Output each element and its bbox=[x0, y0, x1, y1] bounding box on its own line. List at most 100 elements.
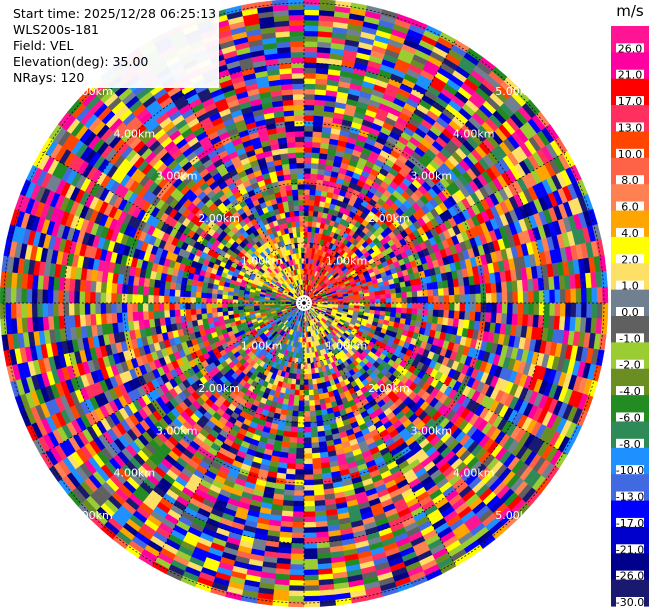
velocity-gate bbox=[309, 410, 317, 417]
velocity-gate bbox=[303, 395, 310, 402]
velocity-gate bbox=[438, 295, 445, 304]
velocity-gate bbox=[296, 426, 305, 433]
velocity-gate bbox=[211, 307, 218, 313]
velocity-gate bbox=[364, 302, 371, 307]
velocity-gate bbox=[496, 292, 503, 304]
velocity-gate bbox=[227, 302, 233, 308]
velocity-gate bbox=[303, 236, 308, 243]
velocity-gate bbox=[297, 421, 305, 428]
velocity-gate bbox=[375, 302, 381, 308]
velocity-gate bbox=[289, 569, 305, 576]
velocity-gate bbox=[303, 30, 319, 37]
velocity-gate bbox=[591, 287, 598, 304]
velocity-gate bbox=[169, 309, 176, 318]
velocity-gate bbox=[448, 310, 455, 320]
velocity-gate bbox=[288, 585, 305, 592]
velocity-gate bbox=[303, 553, 318, 560]
velocity-gate bbox=[417, 296, 424, 304]
velocity-gate bbox=[384, 289, 392, 295]
velocity-gate bbox=[303, 88, 316, 95]
velocity-gate bbox=[364, 299, 371, 304]
velocity-gate bbox=[427, 302, 434, 311]
velocity-gate bbox=[287, 447, 297, 454]
velocity-gate bbox=[296, 442, 305, 449]
velocity-gate bbox=[533, 302, 540, 316]
velocity-gate bbox=[303, 51, 318, 58]
velocity-gate bbox=[303, 558, 318, 565]
velocity-gate bbox=[289, 574, 305, 581]
velocity-gate bbox=[312, 131, 323, 138]
velocity-gate bbox=[303, 595, 320, 602]
velocity-gate bbox=[554, 302, 561, 317]
velocity-gate bbox=[464, 302, 471, 312]
velocity-gate bbox=[401, 297, 408, 304]
velocity-gate bbox=[314, 88, 327, 96]
velocity-gate bbox=[459, 302, 466, 312]
velocity-gate bbox=[303, 506, 316, 513]
velocity-gate bbox=[137, 311, 144, 321]
velocity-gate bbox=[485, 292, 492, 304]
velocity-gate bbox=[453, 286, 461, 296]
velocity-gate bbox=[522, 302, 529, 316]
velocity-gate bbox=[190, 314, 198, 322]
velocity-gate bbox=[303, 484, 315, 491]
velocity-gate bbox=[303, 194, 310, 201]
velocity-gate bbox=[438, 302, 445, 311]
velocity-gate bbox=[308, 205, 315, 212]
velocity-gate bbox=[464, 311, 471, 321]
velocity-gate bbox=[312, 125, 323, 133]
velocity-gate bbox=[432, 288, 439, 297]
velocity-gate bbox=[311, 378, 318, 385]
velocity-gate bbox=[286, 463, 296, 470]
velocity-gate bbox=[443, 302, 450, 311]
velocity-gate bbox=[313, 494, 325, 502]
velocity-gate bbox=[495, 312, 503, 324]
velocity-gate bbox=[295, 373, 301, 380]
velocity-gate bbox=[401, 302, 408, 309]
velocity-gate bbox=[311, 141, 322, 149]
velocity-gate bbox=[309, 194, 316, 201]
velocity-gate bbox=[309, 189, 317, 196]
velocity-gate bbox=[291, 410, 299, 417]
velocity-gate bbox=[311, 442, 320, 449]
velocity-gate bbox=[396, 297, 403, 304]
velocity-gate bbox=[565, 288, 572, 304]
velocity-gate bbox=[511, 313, 519, 326]
velocity-gate bbox=[303, 601, 321, 608]
velocity-gate bbox=[248, 305, 255, 310]
velocity-gate bbox=[303, 125, 314, 132]
velocity-gate bbox=[303, 527, 317, 534]
velocity-gate bbox=[315, 189, 323, 197]
velocity-gate bbox=[201, 312, 208, 320]
velocity-gate bbox=[285, 468, 296, 475]
velocity-gate bbox=[293, 484, 305, 491]
velocity-gate bbox=[443, 287, 450, 296]
velocity-gate bbox=[303, 474, 314, 481]
velocity-gate bbox=[291, 537, 305, 544]
velocity-gate bbox=[496, 302, 503, 314]
velocity-gate bbox=[296, 437, 305, 444]
velocity-gate bbox=[313, 489, 325, 496]
velocity-gate bbox=[313, 394, 320, 401]
velocity-gate bbox=[453, 310, 461, 320]
velocity-gate bbox=[380, 302, 387, 308]
velocity-gate bbox=[405, 285, 413, 293]
velocity-gate bbox=[395, 292, 402, 299]
velocity-gate bbox=[501, 302, 508, 314]
velocity-gate bbox=[512, 302, 519, 315]
velocity-gate bbox=[385, 293, 392, 299]
velocity-gate bbox=[285, 415, 293, 422]
velocity-gate bbox=[284, 420, 292, 427]
velocity-gate bbox=[433, 302, 440, 311]
velocity-gate bbox=[0, 318, 8, 336]
velocity-gate bbox=[303, 532, 317, 539]
velocity-gate bbox=[459, 294, 466, 304]
velocity-gate bbox=[416, 290, 424, 298]
velocity-gate bbox=[406, 302, 413, 309]
velocity-gate bbox=[303, 411, 311, 417]
velocity-gate bbox=[400, 286, 407, 294]
velocity-gate bbox=[507, 291, 514, 304]
velocity-gate bbox=[309, 183, 317, 191]
velocity-gate bbox=[303, 93, 316, 100]
velocity-gate bbox=[303, 141, 313, 148]
